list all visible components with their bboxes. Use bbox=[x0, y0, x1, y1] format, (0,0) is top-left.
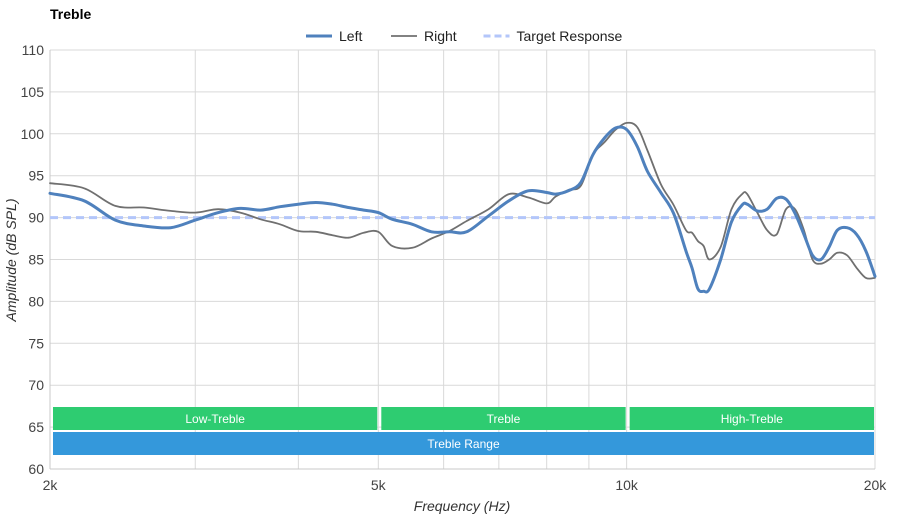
band-treble-range bbox=[53, 432, 874, 455]
y-tick-label: 95 bbox=[28, 168, 44, 184]
x-tick-label: 20k bbox=[864, 477, 888, 493]
chart-title: Treble bbox=[50, 6, 91, 22]
x-axis-label: Frequency (Hz) bbox=[414, 498, 510, 514]
band-label: Treble Range bbox=[427, 437, 500, 451]
y-tick-label: 75 bbox=[28, 335, 44, 351]
y-tick-label: 60 bbox=[28, 461, 44, 477]
band-high-treble bbox=[629, 407, 874, 430]
y-tick-label: 105 bbox=[21, 84, 45, 100]
series-line-left bbox=[48, 125, 877, 294]
y-tick-label: 110 bbox=[22, 42, 45, 58]
y-tick-label: 90 bbox=[28, 210, 44, 226]
series-line-right bbox=[49, 121, 876, 280]
band-label: High-Treble bbox=[721, 412, 784, 426]
y-tick-label: 70 bbox=[28, 377, 44, 393]
band-treble bbox=[381, 407, 626, 430]
y-axis-label: Amplitude (dB SPL) bbox=[3, 199, 19, 323]
x-tick-label: 5k bbox=[371, 477, 387, 493]
band-label: Treble bbox=[487, 412, 521, 426]
legend-label: Right bbox=[424, 28, 457, 44]
y-tick-label: 80 bbox=[28, 293, 44, 309]
legend-label: Left bbox=[339, 28, 362, 44]
series-lines bbox=[48, 121, 877, 294]
band-label: Low-Treble bbox=[185, 412, 245, 426]
gridlines bbox=[49, 49, 876, 470]
y-tick-label: 100 bbox=[21, 126, 45, 142]
x-tick-label: 10k bbox=[615, 477, 639, 493]
x-tick-label: 2k bbox=[43, 477, 59, 493]
legend: Left Right Target Response bbox=[306, 28, 623, 44]
y-tick-label: 65 bbox=[28, 419, 44, 435]
band-low-treble bbox=[53, 407, 378, 430]
y-tick-label: 85 bbox=[28, 252, 44, 268]
legend-label: Target Response bbox=[517, 28, 623, 44]
frequency-bands: Low-Treble Treble High-Treble Treble Range bbox=[53, 407, 874, 455]
